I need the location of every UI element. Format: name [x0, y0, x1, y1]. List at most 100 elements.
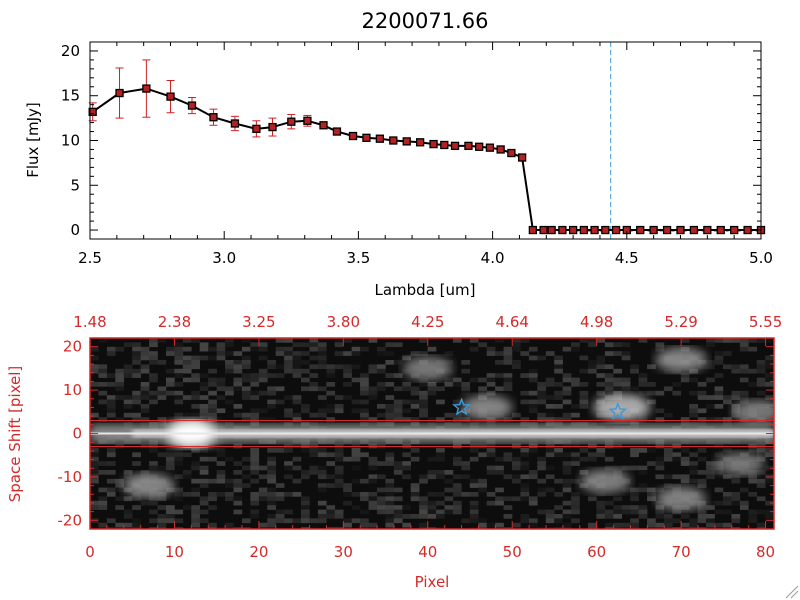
noise-pixel: [419, 514, 428, 519]
noise-pixel: [503, 355, 513, 361]
noise-pixel: [165, 448, 175, 453]
noise-pixel: [301, 377, 310, 383]
noise-pixel: [343, 522, 352, 528]
noise-pixel: [444, 382, 454, 387]
noise-pixel: [469, 500, 479, 506]
noise-pixel: [427, 346, 437, 352]
noise-pixel: [241, 456, 251, 462]
noise-pixel: [301, 404, 310, 409]
noise-pixel: [385, 492, 395, 497]
trace-center: [90, 432, 774, 435]
noise-pixel: [427, 386, 437, 392]
noise-pixel: [503, 514, 513, 519]
noise-pixel: [613, 527, 623, 529]
noise-pixel: [123, 364, 133, 370]
noise-pixel: [663, 456, 673, 462]
noise-pixel: [647, 487, 656, 493]
noise-pixel: [351, 364, 361, 370]
noise-pixel: [292, 518, 302, 524]
noise-pixel: [360, 412, 369, 418]
noise-pixel: [596, 514, 606, 519]
noise-pixel: [233, 364, 243, 370]
noise-pixel: [461, 368, 471, 374]
noise-pixel: [410, 492, 420, 497]
noise-pixel: [250, 448, 260, 453]
noise-pixel: [731, 364, 741, 370]
noise-pixel: [334, 509, 344, 515]
noise-pixel: [613, 342, 623, 348]
noise-pixel: [689, 527, 698, 529]
spectrum-x-axis-label: Lambda [um]: [375, 281, 476, 299]
image-blob: [656, 486, 707, 511]
noise-pixel: [562, 346, 572, 352]
noise-pixel: [562, 478, 572, 484]
noise-pixel: [706, 474, 715, 480]
noise-pixel: [672, 452, 682, 458]
data-point: [287, 117, 296, 126]
noise-pixel: [208, 382, 217, 387]
noise-pixel: [258, 342, 268, 348]
noise-pixel: [773, 360, 774, 365]
noise-pixel: [360, 386, 369, 392]
noise-pixel: [655, 417, 665, 422]
noise-pixel: [452, 412, 462, 418]
noise-pixel: [545, 417, 555, 422]
noise-pixel: [452, 487, 462, 493]
noise-pixel: [706, 505, 715, 510]
noise-pixel: [587, 456, 597, 462]
noise-pixel: [562, 390, 572, 396]
noise-pixel: [334, 448, 344, 453]
noise-pixel: [689, 404, 698, 409]
noise-pixel: [452, 399, 462, 405]
noise-pixel: [123, 395, 133, 400]
noise-pixel: [393, 360, 403, 365]
noise-pixel: [571, 452, 580, 458]
noise-pixel: [132, 452, 141, 458]
noise-pixel: [301, 408, 310, 414]
noise-pixel: [98, 338, 108, 343]
noise-pixel: [199, 395, 209, 400]
noise-pixel: [250, 500, 260, 506]
noise-pixel: [469, 421, 479, 427]
noise-pixel: [739, 505, 749, 510]
noise-pixel: [706, 364, 715, 370]
image-blob: [461, 395, 513, 420]
x-tick-label: 30: [334, 543, 353, 561]
noise-pixel: [419, 474, 428, 480]
noise-pixel: [216, 448, 226, 453]
noise-pixel: [714, 452, 724, 458]
noise-pixel: [98, 382, 108, 387]
noise-pixel: [697, 421, 707, 427]
noise-pixel: [385, 505, 395, 510]
noise-pixel: [90, 355, 99, 361]
noise-pixel: [613, 522, 623, 528]
noise-pixel: [334, 456, 344, 462]
noise-pixel: [697, 527, 707, 529]
noise-pixel: [343, 483, 352, 488]
noise-pixel: [326, 404, 336, 409]
noise-pixel: [723, 338, 732, 343]
noise-pixel: [216, 395, 226, 400]
noise-pixel: [149, 395, 158, 400]
noise-pixel: [140, 346, 150, 352]
noise-pixel: [647, 382, 656, 387]
noise-pixel: [495, 487, 504, 493]
noise-pixel: [174, 390, 184, 396]
noise-pixel: [765, 338, 774, 343]
resize-grip-icon[interactable]: [785, 585, 799, 599]
noise-pixel: [604, 364, 614, 370]
noise-pixel: [216, 474, 226, 480]
data-point: [590, 225, 599, 235]
noise-pixel: [765, 360, 774, 365]
noise-pixel: [174, 492, 184, 497]
noise-pixel: [90, 452, 99, 458]
noise-pixel: [149, 338, 158, 343]
noise-pixel: [638, 505, 648, 510]
noise-pixel: [571, 509, 580, 515]
noise-pixel: [132, 399, 141, 405]
noise-pixel: [731, 518, 741, 524]
y-tick-label: 20: [61, 42, 80, 60]
noise-pixel: [317, 509, 327, 515]
image-blob: [580, 469, 631, 494]
noise-pixel: [157, 465, 167, 471]
